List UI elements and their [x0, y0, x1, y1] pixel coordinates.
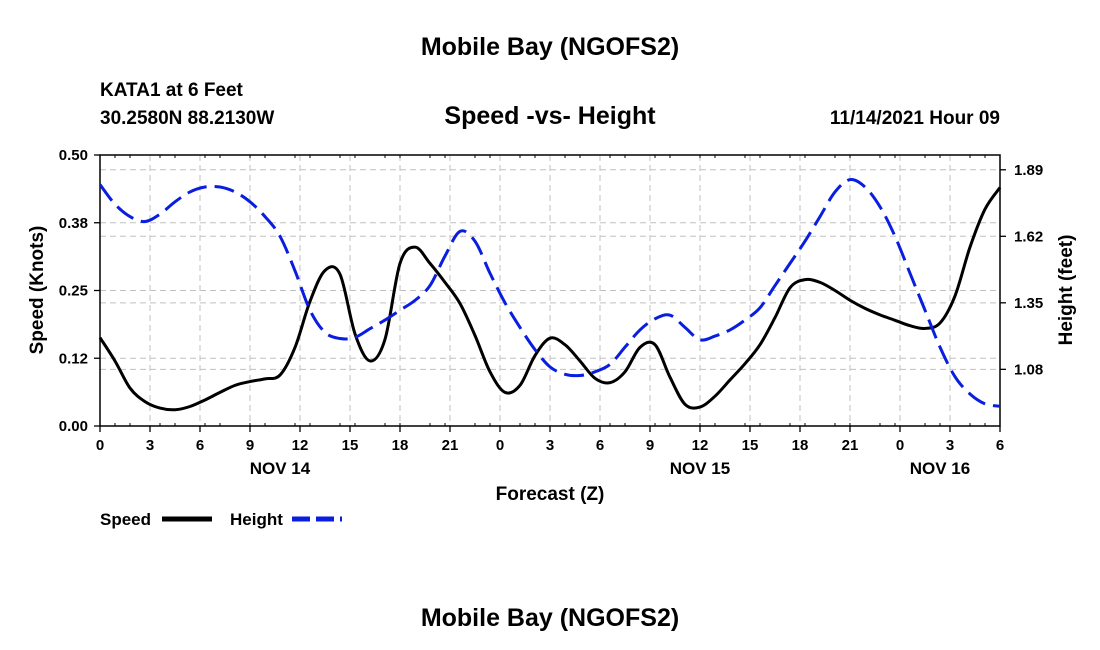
y-left-tick-label: 0.50 — [59, 147, 88, 164]
x-tick-label: 9 — [646, 437, 654, 454]
x-tick-label: 9 — [246, 437, 254, 454]
x-tick-label: 6 — [196, 437, 204, 454]
date-label: NOV 14 — [250, 459, 311, 478]
y-left-tick-label: 0.12 — [59, 350, 88, 367]
series-line-speed — [98, 186, 1002, 412]
x-tick-label: 12 — [292, 437, 309, 454]
x-tick-label: 3 — [146, 437, 154, 454]
axis-labels: 0 3 6 9 12 15 18 21 0 3 6 9 12 15 18 21 0 3 6 NOV 14 NOV 15 N… — [59, 147, 1043, 478]
legend: Speed Height — [100, 510, 342, 529]
coords-label: 30.2580N 88.2130W — [100, 108, 274, 129]
y-right-tick-label: 1.08 — [1014, 361, 1043, 378]
x-tick-label: 21 — [442, 437, 459, 454]
x-tick-label: 15 — [342, 437, 359, 454]
page-title-top: Mobile Bay (NGOFS2) — [421, 33, 679, 61]
forecast-datetime: 11/14/2021 Hour 09 — [830, 108, 1000, 129]
station-label: KATA1 at 6 Feet — [100, 80, 244, 101]
y-right-tick-label: 1.62 — [1014, 228, 1043, 245]
y-right-tick-label: 1.89 — [1014, 162, 1043, 179]
x-tick-label: 0 — [96, 437, 104, 454]
legend-height-label: Height — [230, 510, 283, 529]
legend-speed-label: Speed — [100, 510, 151, 529]
series-line-height — [98, 178, 1001, 408]
x-tick-label: 6 — [996, 437, 1004, 454]
x-tick-label: 3 — [946, 437, 954, 454]
x-axis-title: Forecast (Z) — [496, 484, 605, 505]
date-label: NOV 16 — [910, 459, 970, 478]
x-tick-label: 18 — [392, 437, 409, 454]
date-label: NOV 15 — [670, 459, 730, 478]
x-tick-label: 3 — [546, 437, 554, 454]
x-tick-label: 15 — [742, 437, 759, 454]
y-left-tick-label: 0.00 — [59, 418, 88, 435]
series-layer — [98, 178, 1002, 412]
x-tick-label: 21 — [842, 437, 859, 454]
x-tick-label: 12 — [692, 437, 709, 454]
y-left-tick-label: 0.38 — [59, 215, 88, 232]
x-tick-label: 0 — [496, 437, 504, 454]
plot-frame — [99, 154, 1001, 427]
x-tick-label: 0 — [896, 437, 904, 454]
page-title-bottom: Mobile Bay (NGOFS2) — [421, 604, 679, 632]
y-axis-right-title: Height (feet) — [1056, 235, 1077, 346]
x-tick-label: 6 — [596, 437, 604, 454]
y-right-tick-label: 1.35 — [1014, 295, 1043, 312]
x-tick-label: 18 — [792, 437, 809, 454]
y-left-tick-label: 0.25 — [59, 283, 88, 300]
chart-subtitle: Speed -vs- Height — [444, 102, 656, 130]
grid-lines — [100, 155, 1000, 426]
y-axis-left-title: Speed (Knots) — [27, 226, 48, 355]
